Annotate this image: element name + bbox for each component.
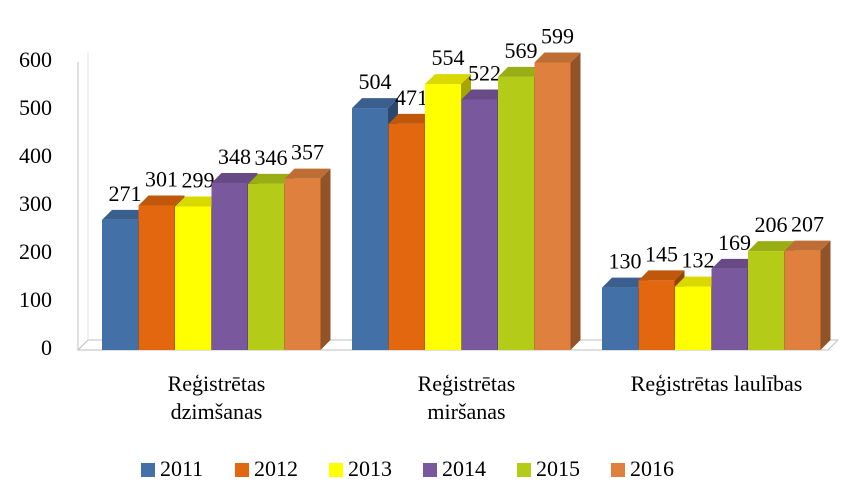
bar [534,62,571,350]
bar-top [602,277,648,288]
bar-top [211,172,258,183]
x-tick-label: Reģistrētas miršanas [417,371,516,424]
y-tick-label: 0 [41,335,52,360]
data-label: 130 [609,249,642,274]
y-tick-label: 600 [19,47,52,72]
data-label: 348 [218,144,251,169]
y-tick-label: 400 [19,143,52,168]
data-label: 554 [432,45,465,70]
data-label: 346 [255,145,288,170]
bar-top [352,98,398,109]
bar-top [102,209,148,220]
bar-side [320,168,331,350]
legend-label: 2015 [536,456,580,481]
bar-top [248,173,294,184]
data-label: 357 [291,140,324,165]
data-label: 132 [682,248,715,273]
bar [711,268,748,350]
data-label: 271 [109,181,142,206]
bar [425,84,461,350]
bar [284,178,321,350]
bar-top [498,66,544,77]
bar-side [820,240,831,350]
bar-top [675,276,721,287]
bar [102,219,138,350]
data-label: 207 [791,212,824,237]
data-label: 301 [145,167,178,192]
data-label: 299 [182,168,215,193]
bar [211,182,248,350]
legend-swatch [611,463,625,477]
bar [638,280,675,350]
bar-top [638,270,685,281]
bar-top [425,74,471,85]
bar [461,99,498,350]
legend-swatch [329,463,343,477]
bar [352,108,388,350]
y-tick-label: 300 [19,191,52,216]
bar-top [388,113,435,124]
bar-top [711,258,758,269]
bar [784,250,821,350]
bar [602,287,638,350]
legend-label: 2011 [160,456,203,481]
data-label: 504 [359,69,392,94]
data-label: 471 [395,85,428,110]
bar [175,206,211,350]
bar-side [570,52,581,350]
bar-top [461,89,508,100]
y-tick-label: 100 [19,287,52,312]
bar-top [175,196,221,207]
legend-label: 2014 [442,456,486,481]
bar-top [748,241,794,252]
bar [675,286,711,350]
bar [388,123,425,350]
bar [498,76,534,350]
bar [248,183,284,350]
bar-top [284,168,331,179]
legend-label: 2012 [254,456,298,481]
data-label: 522 [468,60,501,85]
bar [748,251,784,350]
legend-swatch [235,463,249,477]
bar [138,205,175,350]
bar-top [534,52,581,63]
bar-top [138,195,185,206]
bar-top [784,240,831,251]
data-label: 599 [541,24,574,49]
data-label: 569 [505,38,538,63]
legend-label: 2013 [348,456,392,481]
x-tick-label: Reģistrētas dzimšanas [167,371,266,424]
x-tick-label: Reģistrētas laulības [630,371,803,396]
legend-swatch [517,463,531,477]
data-label: 145 [645,241,678,266]
legend-swatch [423,463,437,477]
legend-swatch [141,463,155,477]
legend-label: 2016 [630,456,674,481]
y-tick-label: 200 [19,239,52,264]
y-tick-label: 500 [19,95,52,120]
data-label: 206 [755,212,788,237]
data-label: 169 [718,230,751,255]
